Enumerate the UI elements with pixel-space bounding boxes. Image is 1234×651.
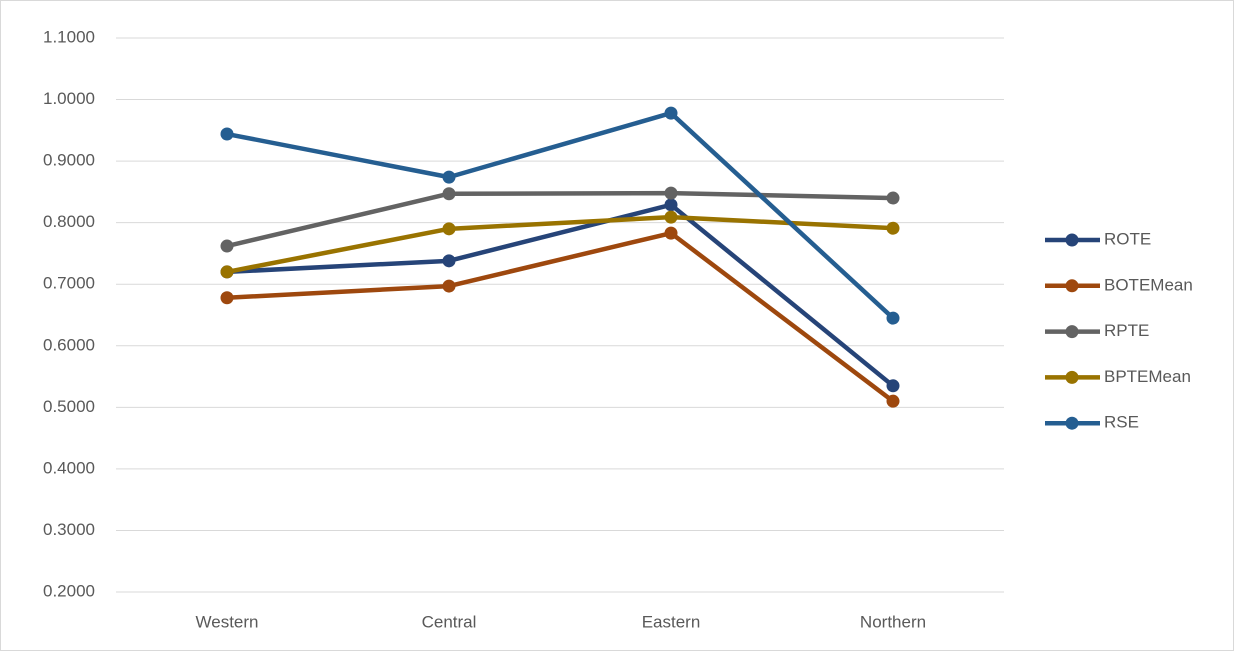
y-tick-label: 0.5000 [43,397,95,416]
y-tick-label: 0.8000 [43,212,95,231]
y-tick-label: 0.6000 [43,335,95,354]
data-point [664,210,678,224]
data-point [442,187,456,201]
y-tick-label: 1.0000 [43,89,95,108]
data-point [664,106,678,120]
y-tick-label: 0.7000 [43,274,95,293]
data-point [220,291,234,305]
legend-marker [1065,370,1079,384]
data-point [442,254,456,268]
legend-marker [1065,416,1079,430]
x-tick-label: Northern [860,612,926,631]
data-point [886,221,900,235]
legend-label: RSE [1104,413,1139,432]
data-point [442,222,456,236]
data-point [664,198,678,212]
series-line [226,214,894,275]
data-point [664,226,678,240]
data-point [220,239,234,253]
legend-marker [1065,325,1079,339]
legend-label: BPTEMean [1104,367,1191,386]
data-point [664,186,678,200]
series-line [226,110,895,320]
y-tick-label: 0.4000 [43,458,95,477]
y-tick-label: 0.9000 [43,151,95,170]
data-point [442,279,456,293]
data-point [220,265,234,279]
x-tick-label: Central [422,612,477,631]
y-tick-label: 0.3000 [43,520,95,539]
data-point [886,191,900,205]
series-line [226,202,895,388]
data-point [886,311,900,325]
y-tick-label: 0.2000 [43,581,95,600]
series-line [226,230,895,403]
legend-marker [1065,279,1079,293]
legend-label: ROTE [1104,229,1151,248]
data-point [886,394,900,408]
data-point [220,127,234,141]
series-line [226,190,894,249]
legend-label: BOTEMean [1104,275,1193,294]
data-point [442,170,456,184]
x-tick-label: Eastern [642,612,701,631]
legend-marker [1065,233,1079,247]
x-tick-label: Western [196,612,259,631]
y-tick-label: 1.1000 [43,27,95,46]
data-point [886,379,900,393]
legend-label: RPTE [1104,321,1149,340]
